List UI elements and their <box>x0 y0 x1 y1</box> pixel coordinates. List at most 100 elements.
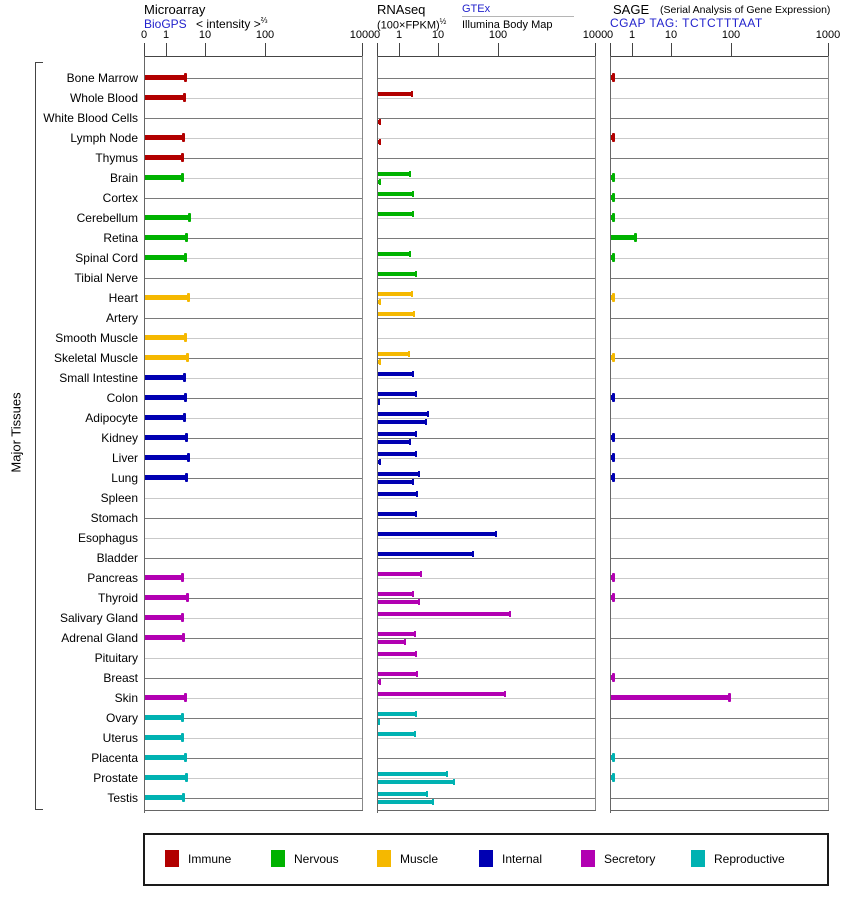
expression-bar-cap <box>379 299 382 305</box>
expression-bar-illumina <box>378 600 421 604</box>
tissue-label: Small Intestine <box>59 371 138 385</box>
tissue-label: Pituitary <box>94 651 138 665</box>
row-line <box>611 418 828 419</box>
row-line <box>378 378 595 379</box>
expression-bar-gtex <box>378 732 416 736</box>
row-line <box>378 358 595 359</box>
expression-bar-cap <box>181 633 185 642</box>
tissue-label: White Blood Cells <box>43 111 138 125</box>
expression-bar-gtex <box>378 592 415 596</box>
expression-bar-cap <box>612 213 616 222</box>
expression-bar-cap <box>612 473 616 482</box>
row-line <box>378 278 595 279</box>
row-line <box>378 238 595 239</box>
expression-bar-cap <box>411 291 414 297</box>
row-line <box>378 298 595 299</box>
row-line <box>611 278 828 279</box>
row-line <box>611 218 828 219</box>
expression-bar-cap <box>413 731 416 737</box>
expression-bar-gtex <box>378 692 507 696</box>
expression-bar <box>145 695 187 700</box>
expression-bar <box>145 235 187 240</box>
row-line <box>145 178 362 179</box>
row-line <box>378 318 595 319</box>
tissue-label: Adipocyte <box>85 411 138 425</box>
panel-right-edge <box>362 56 363 810</box>
axis-tick <box>438 43 439 56</box>
axis-tick-label: 1000 <box>349 29 375 41</box>
expression-bar-cap <box>426 411 429 417</box>
expression-bar-cap <box>504 691 507 697</box>
expression-bar <box>611 695 731 700</box>
expression-bar <box>145 635 184 640</box>
expression-bar-illumina <box>378 640 406 644</box>
row-line <box>611 438 828 439</box>
row-line <box>145 78 362 79</box>
axis-tick <box>632 43 633 56</box>
expression-bar-cap <box>418 471 421 477</box>
row-line <box>611 798 828 799</box>
row-line <box>145 138 362 139</box>
rnaseq-title: RNAseq <box>377 2 426 17</box>
legend-swatch-secretory <box>581 850 595 867</box>
expression-bar <box>145 415 186 420</box>
expression-bar-gtex <box>378 452 417 456</box>
tissue-label: Colon <box>106 391 138 405</box>
tissue-label: Bladder <box>96 551 138 565</box>
row-line <box>378 258 595 259</box>
expression-bar-illumina <box>378 780 456 784</box>
row-line <box>145 238 362 239</box>
expression-bar-cap <box>612 133 616 142</box>
row-line <box>378 198 595 199</box>
expression-bar <box>145 575 183 580</box>
legend-swatch-internal <box>479 850 493 867</box>
expression-bar-gtex <box>378 532 497 536</box>
gtex-link[interactable]: GTEx <box>462 3 491 15</box>
row-line <box>611 618 828 619</box>
expression-bar-cap <box>183 93 187 102</box>
expression-bar-cap <box>403 639 406 645</box>
expression-bar <box>145 335 187 340</box>
row-line <box>145 538 362 539</box>
tissue-label: Ovary <box>105 711 138 725</box>
panel-left-edge <box>144 56 145 813</box>
expression-bar-gtex <box>378 712 417 716</box>
expression-bar-cap <box>612 173 616 182</box>
tissue-label: Testis <box>107 791 138 805</box>
axis-line <box>610 56 829 57</box>
row-line <box>611 198 828 199</box>
row-line <box>611 538 828 539</box>
row-line <box>611 458 828 459</box>
expression-bar <box>145 355 189 360</box>
expression-bar-cap <box>453 779 456 785</box>
cgap-tag-link[interactable]: CGAP TAG: TCTCTTTAAT <box>610 16 763 30</box>
row-line <box>145 458 362 459</box>
tissue-label: Whole Blood <box>69 91 138 105</box>
row-line <box>378 398 595 399</box>
expression-bar-cap <box>378 719 381 725</box>
row-line <box>611 158 828 159</box>
biogps-link[interactable]: BioGPS <box>144 17 187 31</box>
row-line <box>145 478 362 479</box>
expression-bar-cap <box>181 153 185 162</box>
row-line <box>611 498 828 499</box>
axis-tick <box>399 43 400 56</box>
expression-bar-illumina <box>378 480 415 484</box>
legend-swatch-nervous <box>271 850 285 867</box>
expression-bar-cap <box>612 753 616 762</box>
expression-bar <box>145 255 187 260</box>
row-line <box>378 158 595 159</box>
legend-box: Immune Nervous Muscle Internal Secretory Repr… <box>143 833 829 886</box>
axis-tick <box>595 43 596 56</box>
expression-bar-cap <box>416 671 419 677</box>
expression-bar-gtex <box>378 172 411 176</box>
expression-bar-cap <box>408 171 411 177</box>
expression-bar-cap <box>379 359 382 365</box>
axis-tick <box>498 43 499 56</box>
legend-swatch-muscle <box>377 850 391 867</box>
axis-tick-label: 100 <box>721 29 741 41</box>
expression-bar-gtex <box>378 312 415 316</box>
expression-bar <box>145 475 188 480</box>
expression-bar-gtex <box>378 512 417 516</box>
row-line <box>611 178 828 179</box>
